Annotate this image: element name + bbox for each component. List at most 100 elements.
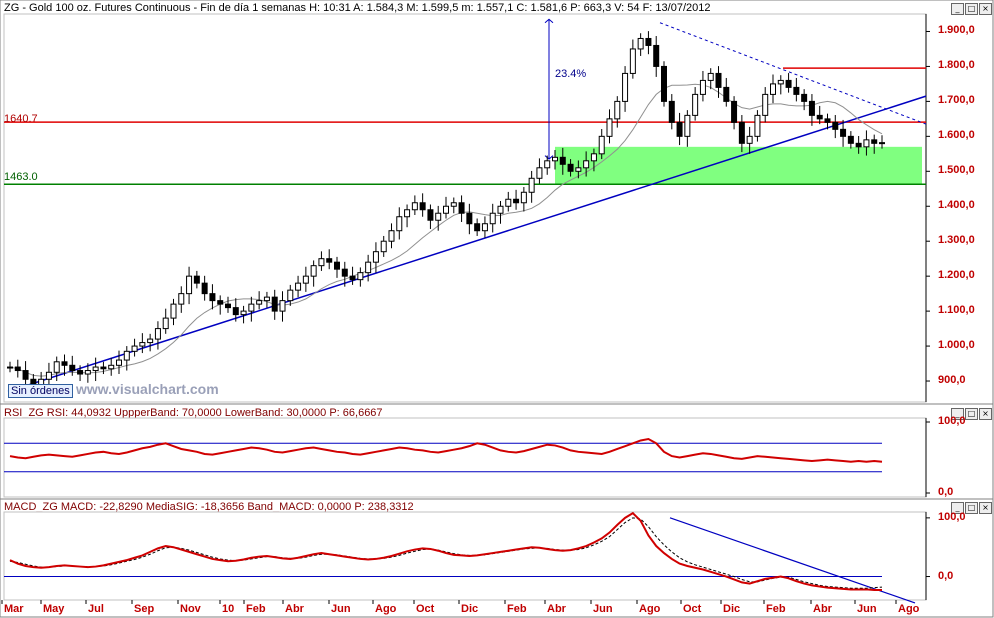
candle-body [201,282,208,295]
candle-body [559,156,566,165]
candle-body [715,72,722,88]
candle-body [427,209,434,221]
close-icon[interactable]: × [979,408,992,420]
candle-body [357,272,364,281]
time-tick-label: Ago [375,603,397,615]
time-tick-label: Ago [639,603,661,615]
time-tick-label: Feb [246,603,266,615]
candle-body [154,328,161,340]
time-tick-label: Jun [857,603,877,615]
candle-body [147,338,154,344]
candle-body [14,366,21,372]
macd-panel-window-buttons: _ □ × [951,502,992,514]
candle-body [295,282,302,291]
candle-body [746,135,753,144]
price-title: ZG - Gold 100 oz. Futures Continuous - F… [4,2,307,14]
candle-body [777,79,784,85]
candle-body [162,317,169,330]
candle-body [497,205,504,214]
candle-body [450,202,457,207]
candle-body [116,359,122,366]
candle-body [372,251,379,263]
close-icon[interactable]: × [979,502,992,514]
candle-body [629,48,636,74]
time-tick-label: Feb [766,603,786,615]
rsi-tick-label: 100,0 [938,415,966,427]
time-tick-label: Dic [723,603,741,615]
maximize-icon[interactable]: □ [965,408,978,420]
candle-body [310,265,317,277]
candle-body [824,118,831,123]
price-tick-label: 1.000,0 [938,339,975,352]
price-panel-header: ZG - Gold 100 oz. Futures Continuous - F… [4,2,710,14]
minimize-icon[interactable]: _ [951,408,964,420]
time-tick-label: Ago [898,603,920,615]
candle-body [692,93,699,116]
rally-measure-arrow [544,18,554,24]
time-tick-label: Abr [285,603,304,615]
candle-body [380,240,387,253]
price-tick-label: 1.800,0 [938,59,975,72]
close-icon[interactable]: × [979,3,992,15]
candle-body [123,350,130,361]
candle-body [793,86,800,95]
candle-body [583,160,590,169]
candle-body [232,307,239,316]
candle-body [598,135,605,155]
candle-body [225,303,231,309]
price-tick-label: 1.200,0 [938,269,975,282]
resistance-level-label: 1640.7 [4,113,38,125]
candle-body [731,100,738,123]
macd-tick-label: 100,0 [938,510,966,523]
candle-body [326,258,333,263]
rally-measure-arrow [544,155,554,160]
candle-body [645,37,652,46]
candle-body [22,370,29,380]
candle-body [318,258,325,267]
candle-body [590,153,597,162]
candle-body [770,83,776,95]
watermark: www.visualchart.com [76,381,219,397]
candle-body [108,364,115,370]
minimize-icon[interactable]: _ [951,502,964,514]
price-tick-label: 1.400,0 [938,199,975,212]
candle-body [279,300,286,312]
candle-body [388,230,395,242]
time-tick-label: May [43,603,65,615]
maximize-icon[interactable]: □ [965,502,978,514]
time-tick-label: Oct [416,603,435,615]
macd-panel-header: MACD_ZG MACD: -22,8290 MediaSIG: -18,365… [4,501,414,513]
maximize-icon[interactable]: □ [965,3,978,15]
minimize-icon[interactable]: _ [951,3,964,15]
candle-body [271,296,278,312]
rally-percent-annotation: 23.4% [555,68,587,80]
time-tick-label: Jun [593,603,613,615]
price-tick-label: 1.300,0 [938,234,975,247]
candle-body [92,366,99,372]
candle-body [7,366,13,369]
time-tick-label: Mar [4,603,24,615]
candle-body [481,223,488,232]
candle-body [855,142,862,148]
candle-body [684,114,691,137]
candle-body [606,118,613,137]
candle-body [567,163,574,172]
time-tick-label: Sep [134,603,155,615]
candle-body [334,261,340,270]
rsi-panel-header: RSI_ZG RSI: 44,0932 UppperBand: 70,0000 … [4,407,383,419]
falling-trendline [659,22,927,125]
macd-tick-label: 0,0 [938,569,954,582]
candle-body [411,202,418,211]
candle-body [536,167,543,179]
candle-body [661,65,667,102]
candle-body [256,300,263,305]
rsi-tick-label: 0,0 [938,486,954,498]
candle-body [668,100,675,123]
orders-button[interactable]: Sin órdenes [8,384,73,398]
candle-body [404,209,411,218]
candle-body [513,198,520,204]
candle-body [209,293,216,302]
